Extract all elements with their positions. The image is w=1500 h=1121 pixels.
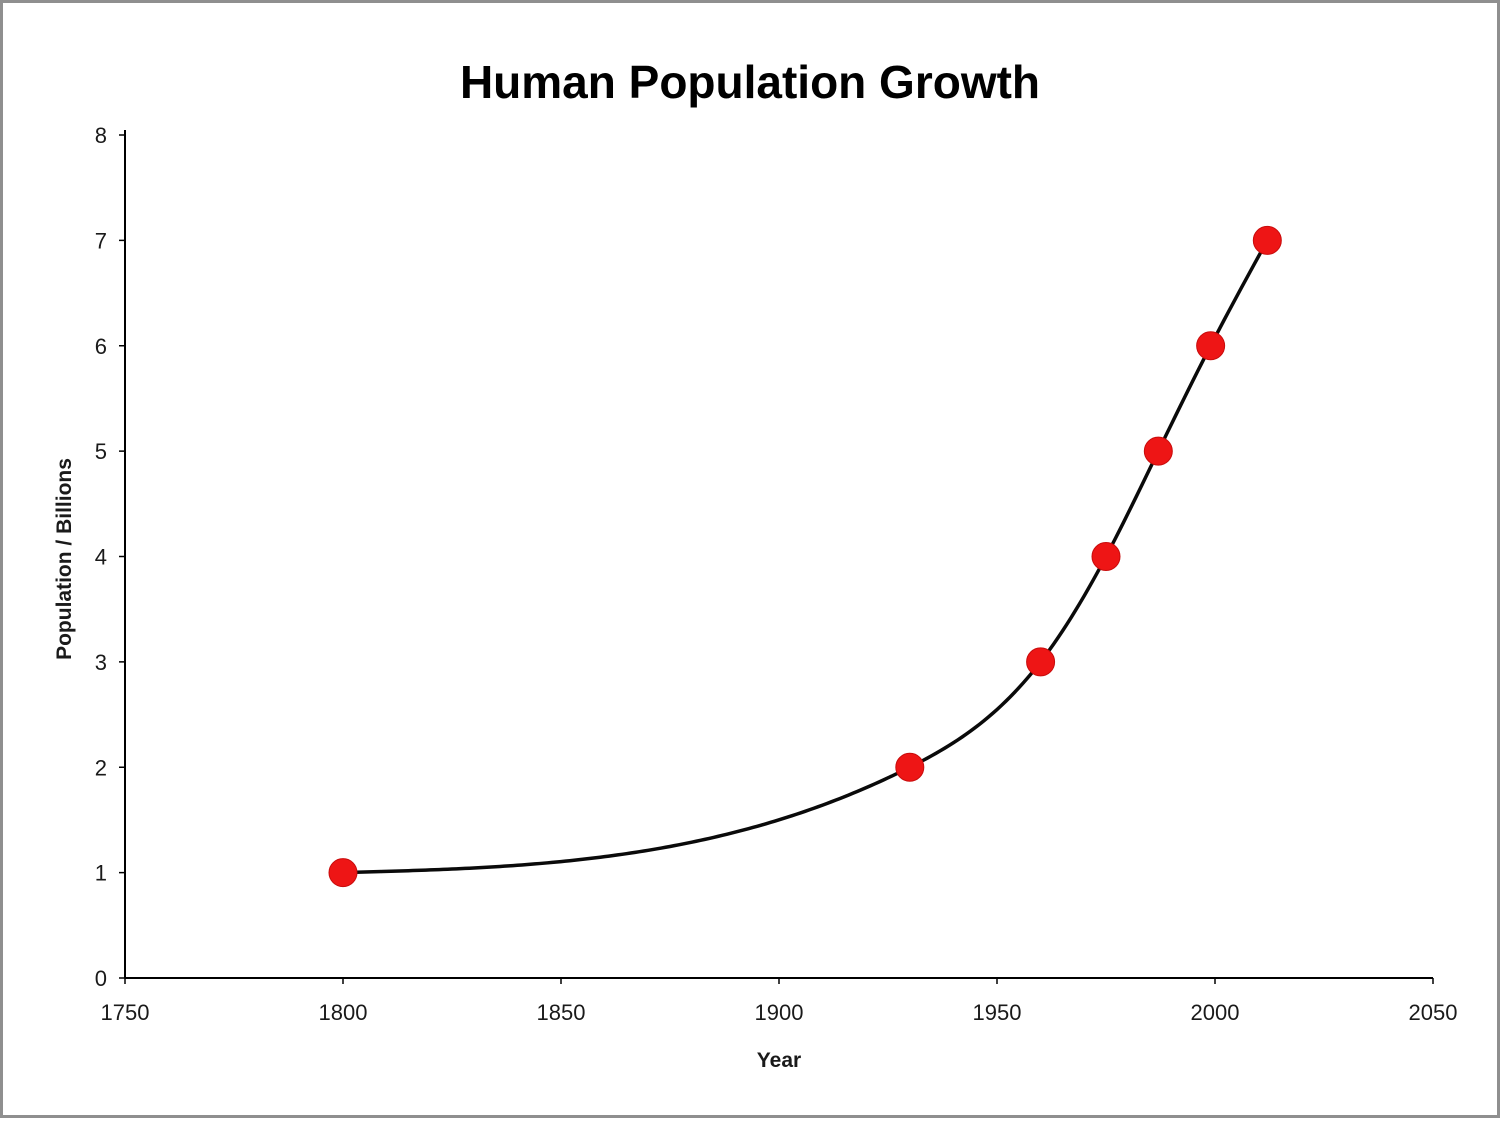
y-tick-label: 3	[95, 650, 107, 675]
data-point	[1091, 542, 1121, 571]
data-point	[1026, 647, 1056, 677]
x-tick-label: 2000	[1191, 1000, 1240, 1025]
y-tick-label: 6	[95, 334, 107, 359]
chart-title: Human Population Growth	[459, 56, 1041, 108]
y-tick-label: 8	[95, 123, 107, 148]
data-point	[1252, 225, 1282, 255]
plot-area: 1750 1800 1850 1900 1950 2000 2050 0 1 2 3 4 5 6 7 8	[95, 123, 1458, 1025]
x-tick-label: 1900	[755, 1000, 804, 1025]
trend-line	[341, 238, 1270, 875]
y-tick-label: 0	[95, 966, 107, 991]
x-tick-label: 1850	[537, 1000, 586, 1025]
data-point	[1196, 331, 1226, 361]
y-tick-label: 4	[95, 545, 107, 570]
y-tick-label: 7	[95, 228, 107, 253]
data-point	[328, 858, 358, 888]
x-tick-label: 1750	[101, 1000, 150, 1025]
data-point	[895, 752, 925, 782]
y-tick-label: 1	[95, 861, 107, 886]
x-tick-label: 2050	[1409, 1000, 1458, 1025]
x-axis-title: Year	[756, 1049, 802, 1072]
x-tick-label: 1800	[319, 1000, 368, 1025]
x-tick-label: 1950	[973, 1000, 1022, 1025]
y-tick-label: 2	[95, 755, 107, 780]
y-tick-label: 5	[95, 439, 107, 464]
data-point	[1143, 436, 1173, 466]
